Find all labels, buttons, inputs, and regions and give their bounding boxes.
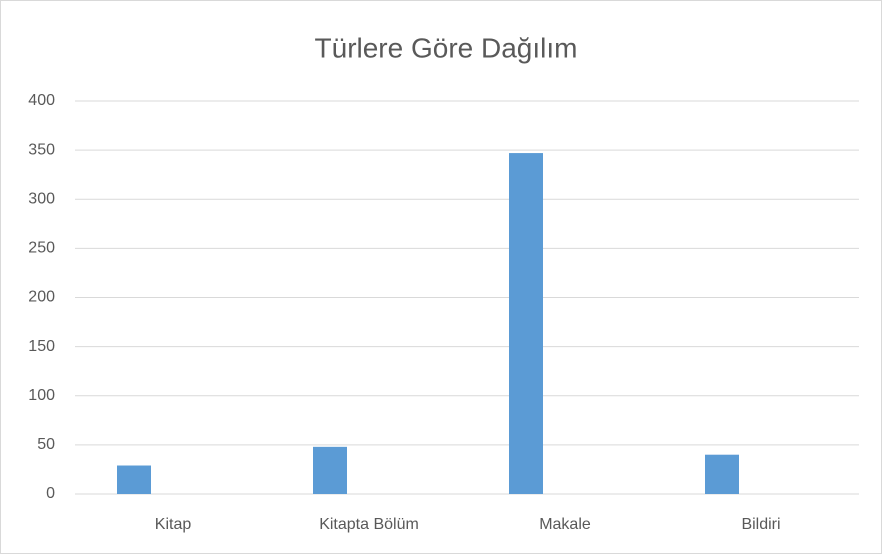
x-tick-label: Bildiri xyxy=(741,516,780,533)
x-tick-label: Kitapta Bölüm xyxy=(319,516,419,533)
y-tick-label: 250 xyxy=(28,240,55,257)
y-tick-label: 0 xyxy=(46,485,55,502)
y-tick-label: 100 xyxy=(28,387,55,404)
bar xyxy=(705,454,739,494)
y-tick-label: 400 xyxy=(28,92,55,109)
bar xyxy=(117,465,151,494)
bar xyxy=(313,446,347,494)
y-tick-label: 300 xyxy=(28,190,55,207)
x-tick-label: Kitap xyxy=(155,516,192,533)
x-tick-label: Makale xyxy=(539,516,591,533)
y-tick-label: 350 xyxy=(28,141,55,158)
chart-title: Türlere Göre Dağılım xyxy=(315,32,578,63)
y-tick-label: 50 xyxy=(37,436,55,453)
y-tick-label: 200 xyxy=(28,289,55,306)
bar xyxy=(509,153,543,494)
y-tick-label: 150 xyxy=(28,338,55,355)
